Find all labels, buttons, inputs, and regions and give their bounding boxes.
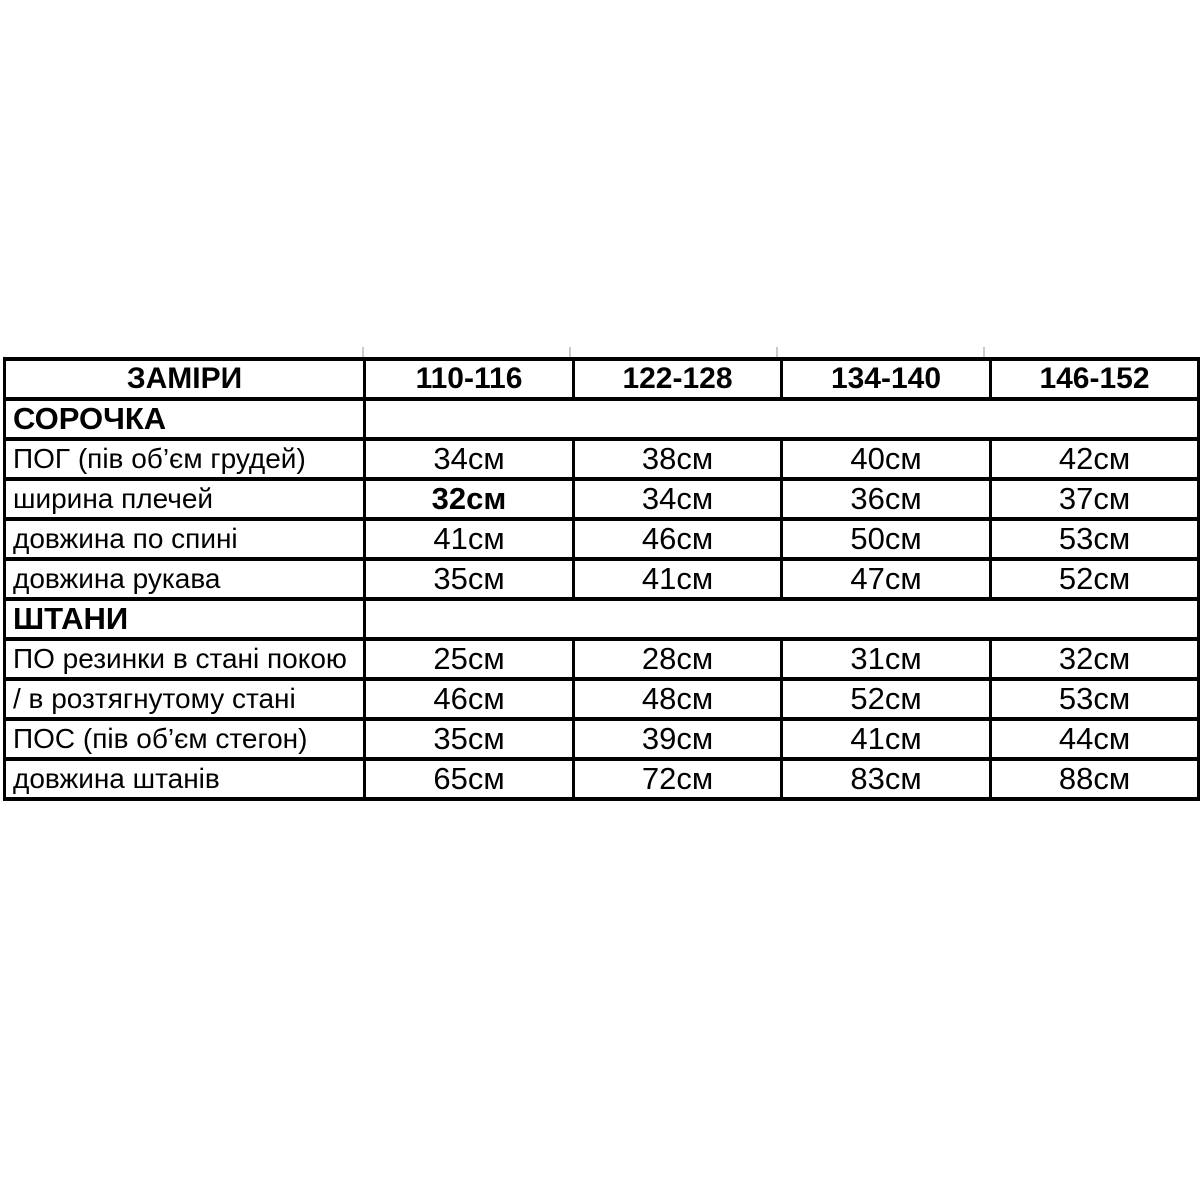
cell-value: 39см bbox=[572, 717, 783, 761]
gridline-tick bbox=[776, 347, 778, 357]
table-row: ширина плечей 32см 34см 36см 37см bbox=[3, 477, 1200, 521]
cell-value: 25см bbox=[363, 637, 575, 681]
row-label: довжина рукава bbox=[3, 557, 366, 601]
section-row-pants: ШТАНИ bbox=[3, 597, 1200, 641]
table-row: / в розтягнутому стані 46см 48см 52см 53… bbox=[3, 677, 1200, 721]
table-row: ПОГ (пів об’єм грудей) 34см 38см 40см 42… bbox=[3, 437, 1200, 481]
cell-value: 35см bbox=[363, 557, 575, 601]
row-label: довжина штанів bbox=[3, 757, 366, 801]
cell-value: 34см bbox=[363, 437, 575, 481]
cell-value: 37см bbox=[989, 477, 1200, 521]
header-size-110-116: 110-116 bbox=[363, 357, 575, 401]
table-row: довжина по спині 41см 46см 50см 53см bbox=[3, 517, 1200, 561]
gridline-tick bbox=[362, 347, 364, 357]
cell-value: 52см bbox=[780, 677, 992, 721]
cell-value: 35см bbox=[363, 717, 575, 761]
cell-value: 31см bbox=[780, 637, 992, 681]
cell-value: 32см bbox=[989, 637, 1200, 681]
cell-value: 40см bbox=[780, 437, 992, 481]
row-label: ПОГ (пів об’єм грудей) bbox=[3, 437, 366, 481]
gridline-tick bbox=[983, 347, 985, 357]
header-size-134-140: 134-140 bbox=[780, 357, 992, 401]
table-row: довжина рукава 35см 41см 47см 52см bbox=[3, 557, 1200, 601]
cell-value: 53см bbox=[989, 677, 1200, 721]
row-label: довжина по спині bbox=[3, 517, 366, 561]
cell-value: 41см bbox=[572, 557, 783, 601]
cell-value: 88см bbox=[989, 757, 1200, 801]
cell-value: 36см bbox=[780, 477, 992, 521]
cell-value: 38см bbox=[572, 437, 783, 481]
header-size-146-152: 146-152 bbox=[989, 357, 1200, 401]
cell-value: 52см bbox=[989, 557, 1200, 601]
row-label: / в розтягнутому стані bbox=[3, 677, 366, 721]
cell-value: 34см bbox=[572, 477, 783, 521]
section-spacer bbox=[363, 397, 1200, 441]
section-spacer bbox=[363, 597, 1200, 641]
cell-value: 72см bbox=[572, 757, 783, 801]
row-label: ПОС (пів об’єм стегон) bbox=[3, 717, 366, 761]
table-row: ПОС (пів об’єм стегон) 35см 39см 41см 44… bbox=[3, 717, 1200, 761]
row-label: ПО резинки в стані покою bbox=[3, 637, 366, 681]
cell-value: 65см bbox=[363, 757, 575, 801]
section-title-pants: ШТАНИ bbox=[3, 597, 366, 641]
cell-value: 32см bbox=[363, 477, 575, 521]
gridline-tick bbox=[569, 347, 571, 357]
cell-value: 46см bbox=[572, 517, 783, 561]
cell-value: 42см bbox=[989, 437, 1200, 481]
header-measures-label: ЗАМІРИ bbox=[3, 357, 366, 401]
header-size-122-128: 122-128 bbox=[572, 357, 783, 401]
cell-value: 28см bbox=[572, 637, 783, 681]
table-row: довжина штанів 65см 72см 83см 88см bbox=[3, 757, 1200, 801]
table-row: ПО резинки в стані покою 25см 28см 31см … bbox=[3, 637, 1200, 681]
row-label: ширина плечей bbox=[3, 477, 366, 521]
cell-value: 44см bbox=[989, 717, 1200, 761]
cell-value: 41см bbox=[780, 717, 992, 761]
section-title-shirt: СОРОЧКА bbox=[3, 397, 366, 441]
cell-value: 50см bbox=[780, 517, 992, 561]
cell-value: 46см bbox=[363, 677, 575, 721]
size-chart-table: ЗАМІРИ 110-116 122-128 134-140 146-152 С… bbox=[3, 357, 1200, 801]
header-row: ЗАМІРИ 110-116 122-128 134-140 146-152 bbox=[3, 357, 1200, 401]
cell-value: 53см bbox=[989, 517, 1200, 561]
cell-value: 83см bbox=[780, 757, 992, 801]
cell-value: 47см bbox=[780, 557, 992, 601]
cell-value: 48см bbox=[572, 677, 783, 721]
section-row-shirt: СОРОЧКА bbox=[3, 397, 1200, 441]
cell-value: 41см bbox=[363, 517, 575, 561]
